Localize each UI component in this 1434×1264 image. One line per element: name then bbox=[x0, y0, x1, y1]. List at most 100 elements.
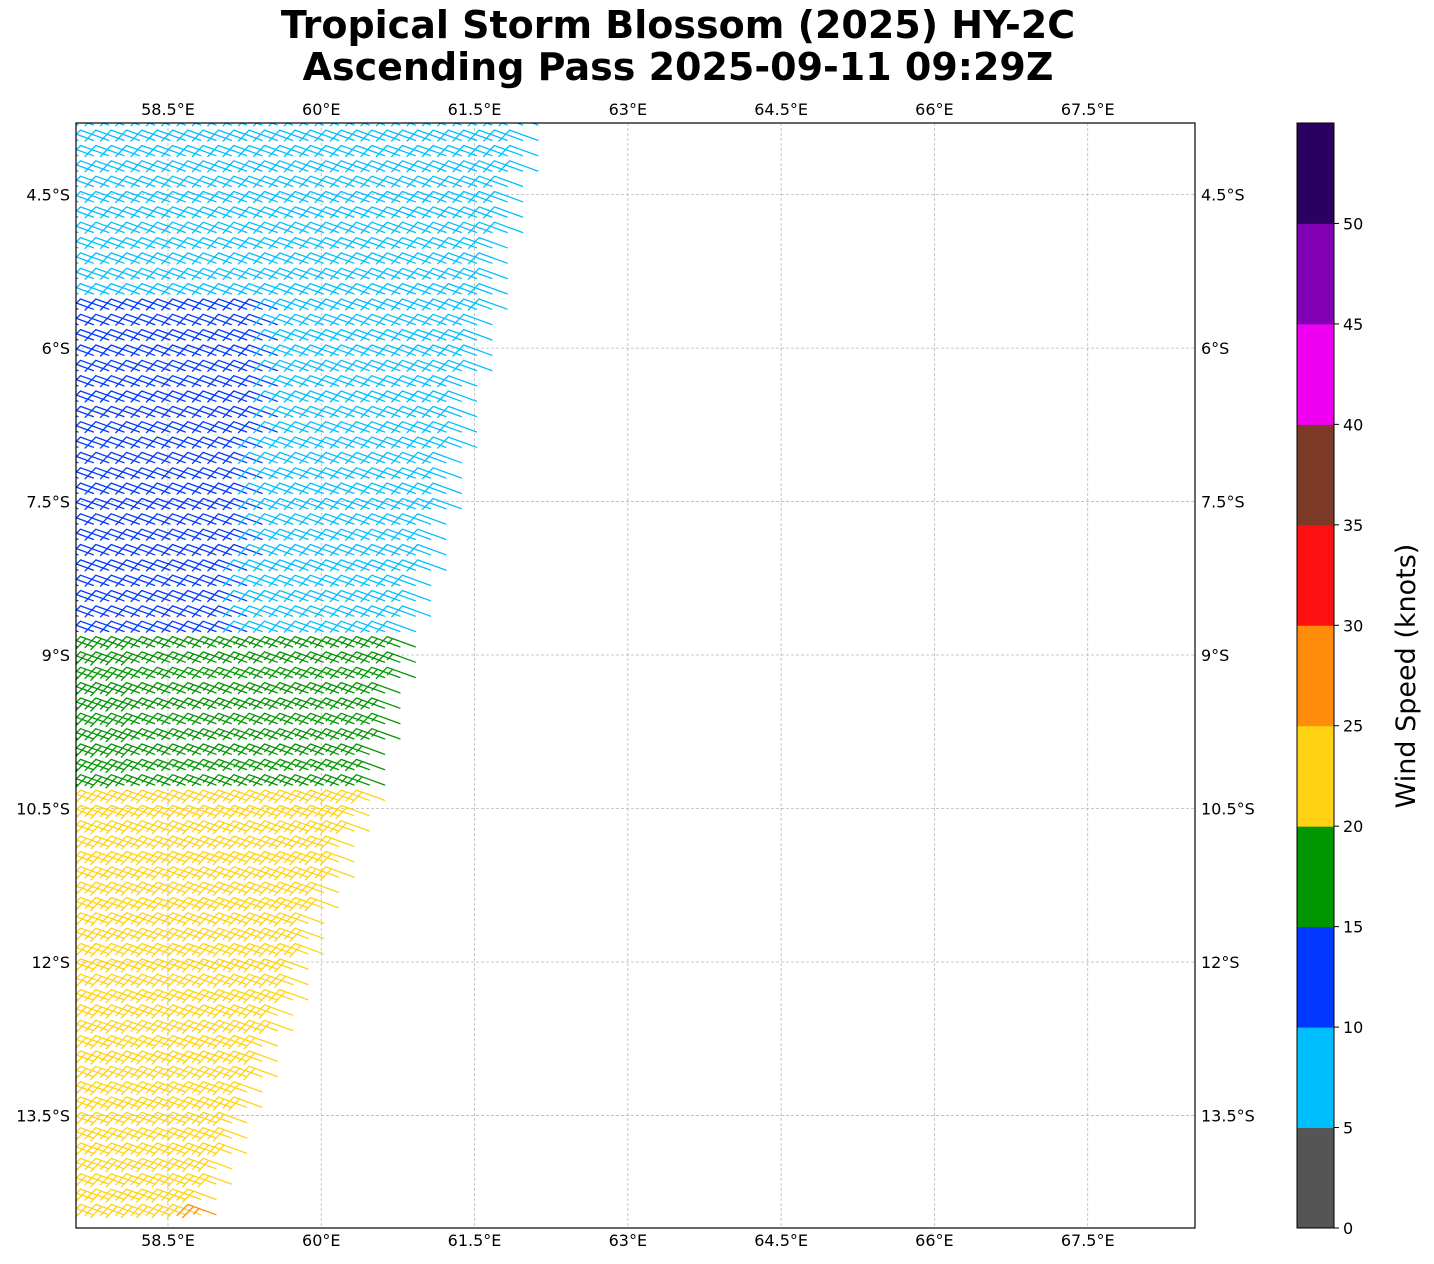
wind-barb bbox=[299, 574, 340, 587]
wind-barb bbox=[76, 1151, 79, 1154]
wind-barb bbox=[176, 666, 217, 679]
wind-barb bbox=[283, 912, 324, 927]
wind-barb bbox=[161, 1203, 202, 1219]
wind-barb bbox=[176, 881, 217, 896]
wind-barb bbox=[145, 1142, 186, 1157]
wind-barb bbox=[360, 681, 401, 695]
x-tick-label-top: 61.5°E bbox=[448, 100, 502, 119]
wind-barb bbox=[99, 221, 141, 234]
wind-barb bbox=[76, 405, 110, 418]
wind-barb bbox=[283, 651, 324, 664]
wind-barb bbox=[299, 728, 340, 741]
wind-barb bbox=[176, 1065, 217, 1081]
wind-barb bbox=[207, 728, 248, 741]
wind-barb bbox=[360, 574, 401, 587]
wind-barb bbox=[76, 1038, 95, 1047]
wind-barb bbox=[176, 973, 217, 988]
wind-barb bbox=[299, 344, 340, 357]
wind-barb bbox=[76, 609, 95, 617]
wind-barb bbox=[299, 543, 340, 557]
wind-barb bbox=[421, 252, 462, 265]
wind-barb bbox=[176, 252, 217, 265]
wind-barb bbox=[421, 160, 462, 173]
wind-barb bbox=[207, 236, 248, 250]
wind-barb bbox=[130, 712, 171, 725]
wind-barb bbox=[314, 774, 355, 787]
wind-barb bbox=[421, 206, 462, 219]
wind-barb bbox=[76, 1008, 95, 1016]
wind-barb bbox=[76, 1065, 110, 1080]
wind-barb bbox=[360, 160, 401, 173]
wind-barb bbox=[329, 436, 370, 449]
wind-barb bbox=[329, 313, 370, 326]
wind-barb bbox=[345, 144, 386, 158]
wind-barb bbox=[76, 988, 110, 1003]
wind-barb bbox=[253, 912, 294, 927]
wind-barb bbox=[237, 175, 278, 188]
wind-barb bbox=[329, 497, 370, 511]
wind-barb bbox=[76, 363, 95, 372]
wind-barb bbox=[222, 375, 263, 388]
wind-barb bbox=[76, 875, 79, 878]
wind-barb bbox=[99, 175, 141, 188]
wind-barb bbox=[237, 482, 278, 495]
wind-barb bbox=[76, 476, 79, 479]
wind-barb bbox=[207, 589, 248, 603]
wind-barb bbox=[99, 390, 141, 403]
wind-barb bbox=[421, 405, 462, 419]
wind-barb bbox=[130, 620, 171, 633]
wind-barb bbox=[253, 144, 294, 158]
wind-barb bbox=[299, 835, 340, 850]
wind-barb bbox=[391, 451, 432, 465]
wind-barb bbox=[145, 559, 186, 572]
wind-barb bbox=[161, 1065, 202, 1081]
wind-barb bbox=[283, 328, 324, 342]
wind-barb bbox=[253, 881, 294, 896]
wind-barb bbox=[130, 835, 171, 850]
wind-barb bbox=[437, 359, 478, 372]
wind-barb bbox=[237, 835, 278, 850]
y-tick-label-left: 10.5°S bbox=[16, 800, 70, 819]
wind-barb bbox=[314, 605, 355, 618]
wind-barb bbox=[299, 190, 340, 204]
wind-barb bbox=[314, 589, 355, 603]
wind-barb bbox=[452, 160, 493, 173]
wind-barb bbox=[222, 436, 263, 449]
wind-barb bbox=[253, 467, 294, 480]
wind-barb bbox=[99, 282, 141, 296]
wind-barb bbox=[207, 451, 248, 465]
wind-barb bbox=[421, 497, 462, 511]
wind-barb bbox=[191, 866, 232, 881]
wind-barb bbox=[283, 942, 324, 958]
wind-barb bbox=[130, 850, 171, 866]
wind-barb bbox=[329, 144, 370, 158]
wind-barb bbox=[283, 236, 324, 250]
wind-barb bbox=[115, 789, 156, 804]
wind-barb bbox=[253, 988, 294, 1004]
wind-barb bbox=[207, 697, 248, 710]
wind-barb bbox=[237, 973, 278, 988]
wind-barb bbox=[76, 1050, 110, 1065]
wind-barb bbox=[161, 144, 202, 158]
wind-barb bbox=[99, 375, 141, 388]
wind-barb bbox=[360, 190, 401, 204]
wind-barb bbox=[76, 992, 95, 1001]
wind-barb bbox=[130, 1081, 171, 1096]
wind-barb bbox=[329, 236, 370, 250]
wind-barb bbox=[130, 789, 171, 804]
wind-barb bbox=[76, 482, 110, 495]
wind-barb bbox=[467, 236, 508, 250]
wind-barb bbox=[360, 712, 401, 725]
wind-barb bbox=[191, 298, 232, 311]
wind-barb bbox=[268, 605, 309, 618]
wind-barb bbox=[76, 655, 95, 663]
wind-barb bbox=[283, 927, 324, 942]
wind-barb bbox=[345, 328, 386, 342]
wind-barb bbox=[76, 286, 95, 295]
wind-barb bbox=[176, 743, 217, 756]
wind-barb bbox=[76, 194, 95, 203]
wind-barb bbox=[161, 651, 202, 664]
wind-barb bbox=[76, 916, 95, 924]
wind-barb bbox=[115, 482, 156, 495]
wind-barb bbox=[191, 282, 232, 296]
